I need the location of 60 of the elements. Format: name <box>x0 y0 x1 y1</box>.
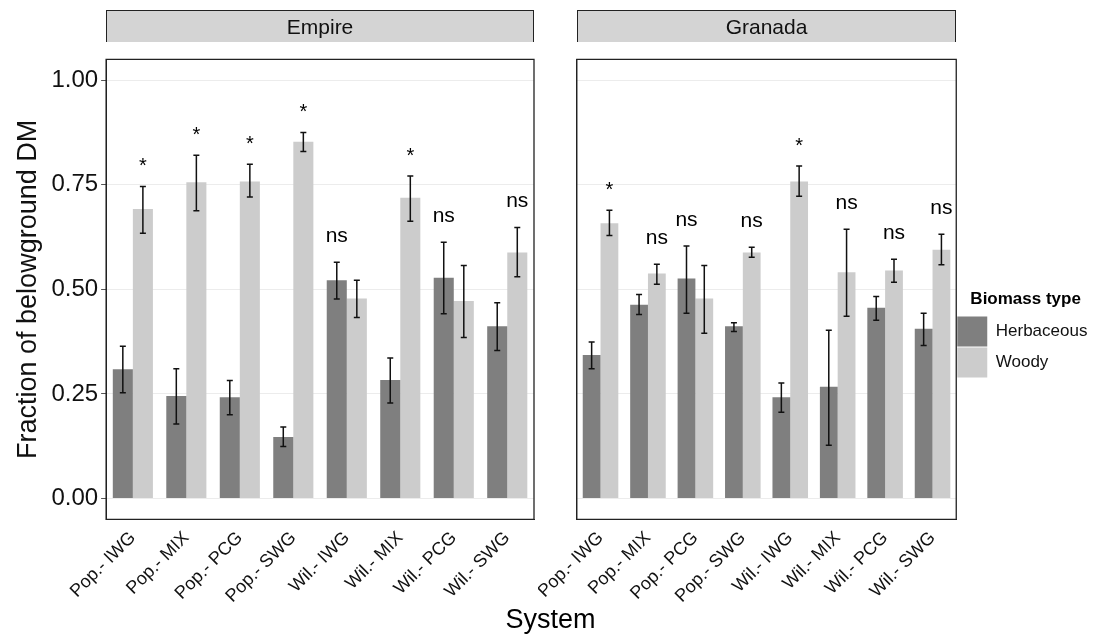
bar <box>867 307 886 498</box>
annotation: * <box>795 133 804 156</box>
annotation: ns <box>930 194 953 218</box>
y-tick-label: 0.75 <box>51 169 99 197</box>
chart-title: Empire <box>106 10 534 42</box>
bar <box>507 252 528 498</box>
bar <box>600 223 619 498</box>
y-tick-label: 1.00 <box>51 64 99 92</box>
annotation: ns <box>882 220 906 244</box>
bar <box>346 298 367 498</box>
bar <box>772 397 791 498</box>
annotation: ns <box>432 202 455 226</box>
bar <box>433 277 454 498</box>
bar <box>647 273 666 498</box>
bar <box>380 380 401 498</box>
bar <box>293 141 314 498</box>
bar <box>914 328 933 498</box>
legend-title: Biomass type <box>970 289 1081 309</box>
bar <box>677 278 696 498</box>
bar <box>166 396 187 498</box>
annotation: ns <box>835 189 858 213</box>
bar <box>932 249 951 498</box>
bar <box>790 181 809 498</box>
bar <box>630 304 648 498</box>
bar <box>112 369 133 498</box>
y-axis-title: Fraction of belowground DM <box>11 119 42 459</box>
bar <box>487 326 508 498</box>
bar <box>725 326 743 498</box>
y-tick-label: 0.25 <box>51 378 99 406</box>
annotation: ns <box>740 207 763 231</box>
bar <box>132 209 153 498</box>
bar <box>837 272 856 498</box>
legend-label: Woody <box>995 352 1049 372</box>
legend-label: Herbaceous <box>995 321 1088 341</box>
bar <box>326 280 347 498</box>
annotation: ns <box>645 225 668 249</box>
bar <box>400 197 421 498</box>
annotation: * <box>192 122 201 145</box>
bar <box>239 181 260 498</box>
y-tick-label: 0.50 <box>51 274 99 302</box>
annotation: * <box>299 100 308 123</box>
annotation: * <box>605 177 614 200</box>
annotation: * <box>245 131 254 154</box>
annotation: ns <box>325 223 348 246</box>
annotation: ns <box>675 206 698 230</box>
bar <box>219 397 240 498</box>
bar <box>273 436 294 498</box>
annotation: ns <box>506 188 529 212</box>
annotation: * <box>406 143 415 166</box>
bar <box>582 355 601 498</box>
bar <box>186 182 207 498</box>
bar <box>695 298 714 498</box>
x-axis-title: System <box>504 604 597 635</box>
chart-title: Granada <box>576 10 957 42</box>
bar <box>453 301 474 498</box>
bar <box>819 386 838 498</box>
bar <box>885 270 903 498</box>
annotation: * <box>138 154 147 177</box>
bar <box>742 252 761 498</box>
y-tick-label: 0.00 <box>51 483 99 511</box>
